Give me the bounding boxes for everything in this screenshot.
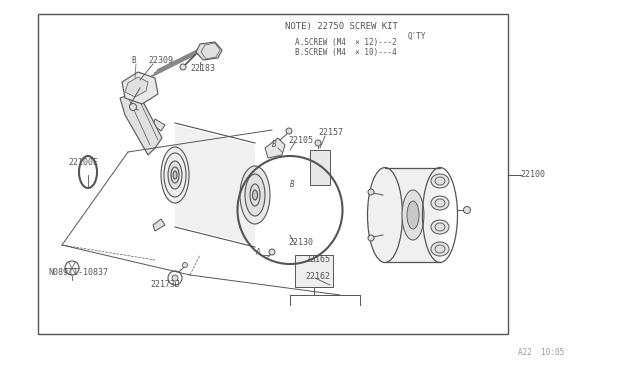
Text: 22183: 22183 xyxy=(190,64,215,73)
Ellipse shape xyxy=(161,147,189,203)
Text: Q'TY: Q'TY xyxy=(408,32,426,41)
Ellipse shape xyxy=(240,166,270,224)
Polygon shape xyxy=(175,125,255,245)
Bar xyxy=(310,150,330,185)
Ellipse shape xyxy=(367,167,403,263)
Ellipse shape xyxy=(431,220,449,234)
Circle shape xyxy=(129,103,136,110)
Ellipse shape xyxy=(435,177,445,185)
Text: 22100: 22100 xyxy=(520,170,545,179)
Ellipse shape xyxy=(402,190,424,240)
Polygon shape xyxy=(125,77,148,97)
Polygon shape xyxy=(153,119,165,131)
Ellipse shape xyxy=(435,245,445,253)
Text: 22165: 22165 xyxy=(305,255,330,264)
Circle shape xyxy=(172,275,178,281)
Text: 22130: 22130 xyxy=(288,238,313,247)
Text: 22105: 22105 xyxy=(288,136,313,145)
Ellipse shape xyxy=(245,174,265,216)
Ellipse shape xyxy=(171,167,179,183)
Ellipse shape xyxy=(250,184,260,206)
Ellipse shape xyxy=(168,161,182,189)
Circle shape xyxy=(180,64,186,70)
Ellipse shape xyxy=(407,201,419,229)
Text: B.SCREW (M4  × 10)---4: B.SCREW (M4 × 10)---4 xyxy=(295,48,397,57)
Text: NOTE) 22750 SCREW KIT: NOTE) 22750 SCREW KIT xyxy=(285,22,398,31)
Circle shape xyxy=(315,140,321,146)
Polygon shape xyxy=(201,43,220,59)
Circle shape xyxy=(286,128,292,134)
Bar xyxy=(38,14,508,334)
Text: B: B xyxy=(272,140,276,149)
Ellipse shape xyxy=(431,196,449,210)
Ellipse shape xyxy=(164,153,186,197)
Ellipse shape xyxy=(253,190,257,200)
Circle shape xyxy=(368,235,374,241)
Text: 22100E: 22100E xyxy=(68,158,98,167)
Polygon shape xyxy=(265,138,285,158)
Polygon shape xyxy=(122,72,158,104)
Text: A22  10:05: A22 10:05 xyxy=(518,348,564,357)
Bar xyxy=(295,255,333,287)
Ellipse shape xyxy=(435,223,445,231)
Text: 22309: 22309 xyxy=(148,56,173,65)
Ellipse shape xyxy=(435,199,445,207)
Polygon shape xyxy=(153,219,165,231)
Polygon shape xyxy=(196,42,222,60)
Circle shape xyxy=(269,249,275,255)
Polygon shape xyxy=(385,168,440,262)
Text: A.SCREW (M4  × 12)---2: A.SCREW (M4 × 12)---2 xyxy=(295,38,397,47)
Text: B: B xyxy=(131,56,136,65)
Text: 22157: 22157 xyxy=(318,128,343,137)
Text: 22173J: 22173J xyxy=(150,280,180,289)
Text: N08911-10837: N08911-10837 xyxy=(48,268,108,277)
Ellipse shape xyxy=(173,171,177,179)
Circle shape xyxy=(368,189,374,195)
Ellipse shape xyxy=(431,174,449,188)
Text: B: B xyxy=(290,180,294,189)
Ellipse shape xyxy=(431,242,449,256)
Polygon shape xyxy=(120,92,162,155)
Text: 22162: 22162 xyxy=(305,272,330,281)
Circle shape xyxy=(463,206,470,214)
Circle shape xyxy=(182,263,188,267)
Text: A: A xyxy=(255,248,260,257)
